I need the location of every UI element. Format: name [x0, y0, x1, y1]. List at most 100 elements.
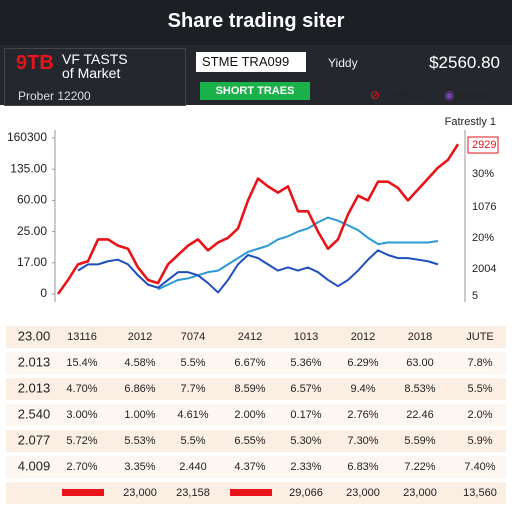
row-band [6, 430, 506, 452]
series-line [77, 249, 439, 294]
left-box [4, 48, 186, 106]
table-cell: 6.86% [124, 383, 155, 395]
table-cell: 2412 [238, 331, 262, 343]
table-cell: 2.077 [18, 432, 51, 447]
header-bar [0, 0, 512, 45]
tool-button[interactable]: ⊘ TYPQS [370, 88, 424, 102]
table-cell: 5.5% [180, 357, 205, 369]
y2-text: 2004 [472, 263, 496, 275]
table-cell: 2.0% [467, 409, 492, 421]
table-cell: 23,158 [176, 487, 210, 499]
table-cell: 5.5% [180, 435, 205, 447]
table-cell: 2.33% [290, 461, 321, 473]
tool-button[interactable]: ◉ Adust [444, 88, 488, 102]
y2-label: Fatrestly 1 [445, 116, 496, 128]
table-cell: 4.37% [234, 461, 265, 473]
table-cell: 8.59% [234, 383, 265, 395]
table-cell: 23,000 [346, 487, 380, 499]
table-cell: 2012 [128, 331, 152, 343]
table-cell: 2012 [351, 331, 375, 343]
table-cell: 6.29% [347, 357, 378, 369]
table-cell: 2018 [408, 331, 432, 343]
table-cell: 2.013 [18, 380, 51, 395]
table-cell: 7074 [181, 331, 205, 343]
row-band [6, 352, 506, 374]
table-cell: 63.00 [406, 357, 434, 369]
app-title: Share trading siter [167, 10, 345, 32]
table-cell: 1.00% [124, 409, 155, 421]
red-bar [62, 489, 104, 496]
ticker-box[interactable]: STME TRA099 [196, 52, 306, 72]
badge: 9TB [16, 52, 54, 74]
table-cell: 5.30% [290, 435, 321, 447]
table-cell: 5.53% [124, 435, 155, 447]
y2-text: 30% [472, 168, 494, 180]
table-cell: 6.55% [234, 435, 265, 447]
table-cell: 3.00% [66, 409, 97, 421]
table-cell: 5.5% [467, 383, 492, 395]
table-cell: 6.83% [347, 461, 378, 473]
table-cell: 5.59% [404, 435, 435, 447]
table-cell: 4.58% [124, 357, 155, 369]
table-cell: 29,066 [289, 487, 323, 499]
table-cell: 4.61% [177, 409, 208, 421]
table-cell: 13116 [67, 331, 97, 343]
y2-text: 5 [472, 290, 478, 302]
row-band [6, 456, 506, 478]
short-button[interactable]: SHORT TRAES [200, 82, 310, 100]
y-tick-label: 60.00 [17, 193, 47, 207]
table-cell: 6.57% [290, 383, 321, 395]
table-cell: 7.40% [464, 461, 495, 473]
red-bar [230, 489, 272, 496]
table-cell: 2.440 [179, 461, 207, 473]
table-cell: 2.70% [66, 461, 97, 473]
table-cell: 7.22% [404, 461, 435, 473]
tool-label: TYPQS [383, 88, 424, 102]
table-cell: 23,000 [403, 487, 437, 499]
data-table: 23.00 13116 2012 7074 2412 1013 2012 2018 JUTE 2.… [6, 326, 506, 504]
y-tick-label: 135.00 [10, 161, 47, 175]
table-cell: 8.53% [404, 383, 435, 395]
y2-text: 20% [472, 232, 494, 244]
table-cell: 7.7% [180, 383, 205, 395]
series-line [157, 216, 439, 291]
table-cell: 4.70% [66, 383, 97, 395]
table-cell: 15.4% [66, 357, 97, 369]
table-cell: 5.9% [467, 435, 492, 447]
y-tick-label: 25.00 [17, 224, 47, 238]
table-cell: 2.540 [18, 406, 51, 421]
row-band [6, 326, 506, 348]
value-badge [467, 136, 499, 154]
table-cell: 22.46 [406, 409, 434, 421]
table-cell: 2.76% [347, 409, 378, 421]
table-cell: 0.17% [290, 409, 321, 421]
table-cell: 7.30% [347, 435, 378, 447]
price: $2560.80 [429, 53, 500, 72]
table-cell: 2.00% [234, 409, 265, 421]
table-cell: 9.4% [350, 383, 375, 395]
y2-text: 2929 [472, 139, 496, 151]
y-tick-label: 0 [40, 286, 47, 300]
market-name: VF TASTS of Market [62, 51, 128, 81]
chart: 0 17.00 25.00 60.00 135.00 160300 Fatrestly 1 2… [7, 116, 499, 302]
y2-text: 1076 [472, 201, 496, 213]
y-tick-label: 17.00 [17, 255, 47, 269]
sub-label: Prober 12200 [18, 89, 91, 103]
table-cell: 2.013 [18, 354, 51, 369]
row-band [6, 404, 506, 426]
table-cell: 5.36% [290, 357, 321, 369]
table-cell: 6.67% [234, 357, 265, 369]
table-cell: 1013 [294, 331, 318, 343]
series-line [56, 143, 460, 295]
table-cell: 13,560 [463, 487, 497, 499]
table-cell: JUTE [466, 331, 494, 343]
mode: Yiddy [328, 56, 358, 70]
row-band [6, 378, 506, 400]
table-cell: 23,000 [123, 487, 157, 499]
y-tick-label: 160300 [7, 130, 47, 144]
table-cell: 7.8% [467, 357, 492, 369]
table-cell: 4.009 [18, 458, 51, 473]
table-cell: 23.00 [18, 328, 51, 343]
tool-label: Adust [457, 88, 488, 102]
